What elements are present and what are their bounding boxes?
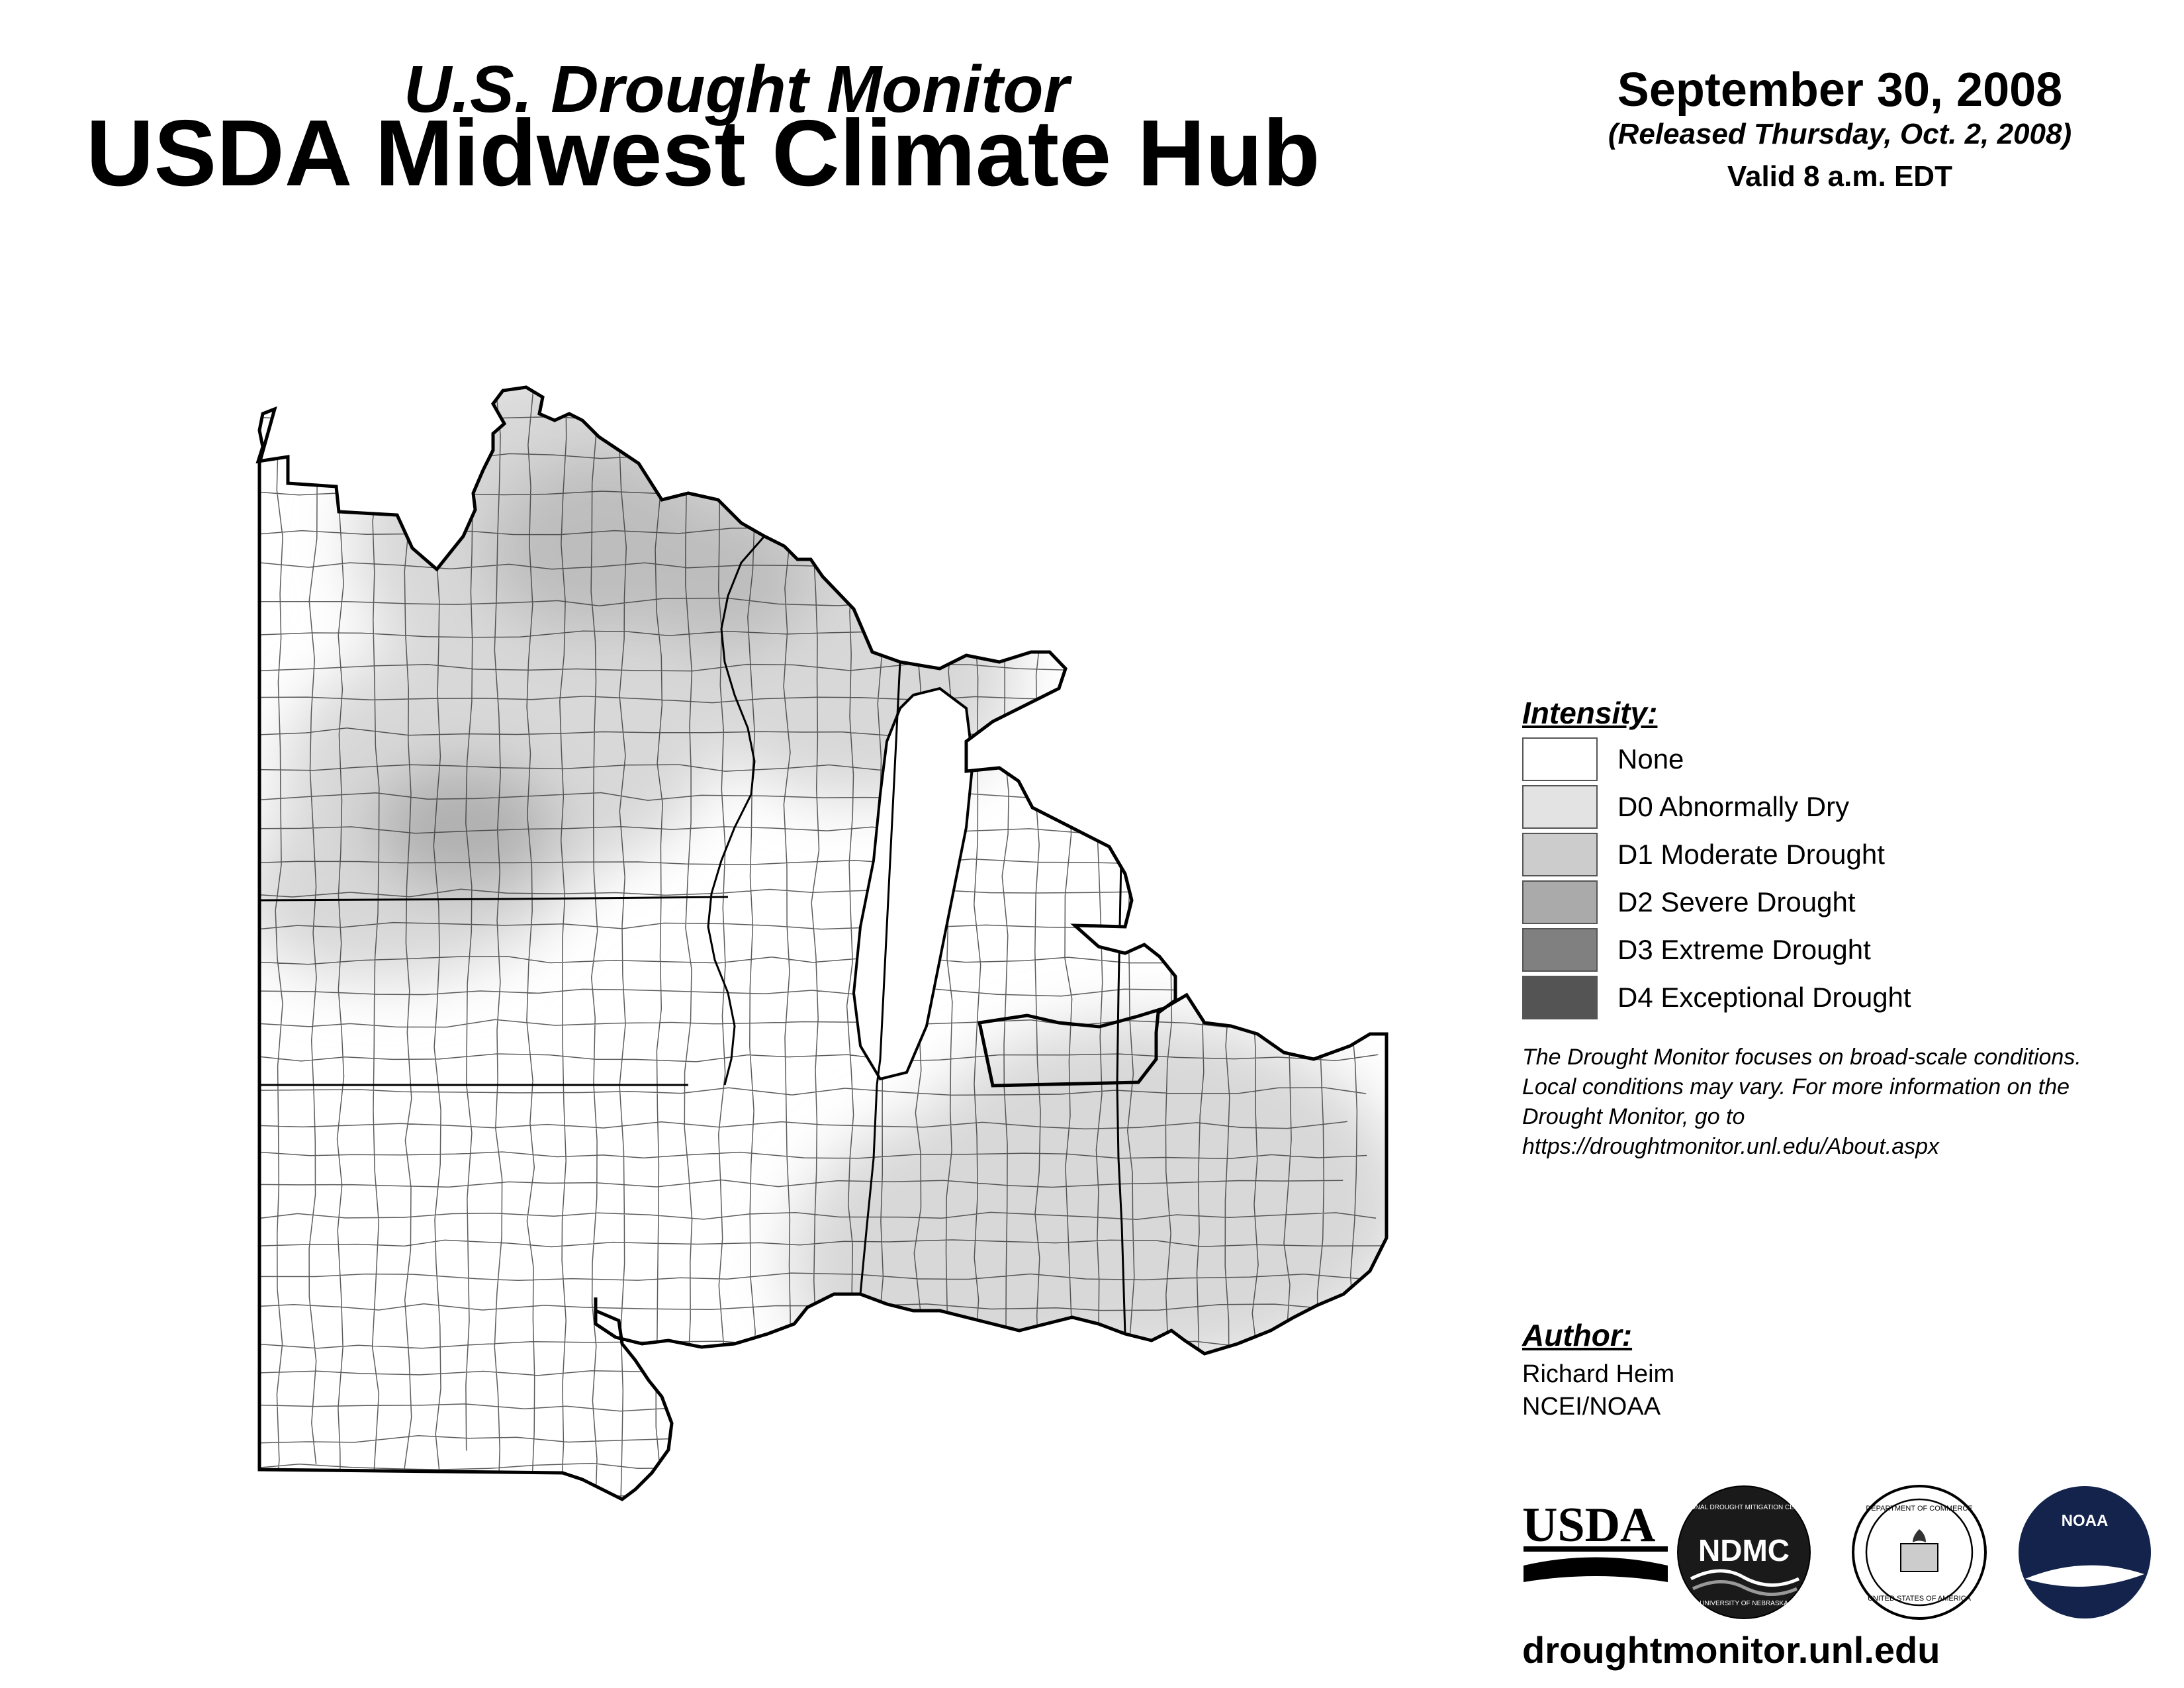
svg-text:USDA: USDA — [1522, 1498, 1655, 1552]
svg-text:UNIVERSITY OF NEBRASKA: UNIVERSITY OF NEBRASKA — [1700, 1600, 1788, 1607]
svg-text:NDMC: NDMC — [1698, 1533, 1790, 1568]
svg-text:UNITED STATES OF AMERICA: UNITED STATES OF AMERICA — [1868, 1595, 1972, 1603]
svg-text:NOAA: NOAA — [2062, 1512, 2109, 1530]
svg-text:DEPARTMENT OF COMMERCE: DEPARTMENT OF COMMERCE — [1866, 1505, 1972, 1513]
svg-text:NATIONAL DROUGHT MITIGATION CE: NATIONAL DROUGHT MITIGATION CENTER — [1676, 1504, 1812, 1511]
